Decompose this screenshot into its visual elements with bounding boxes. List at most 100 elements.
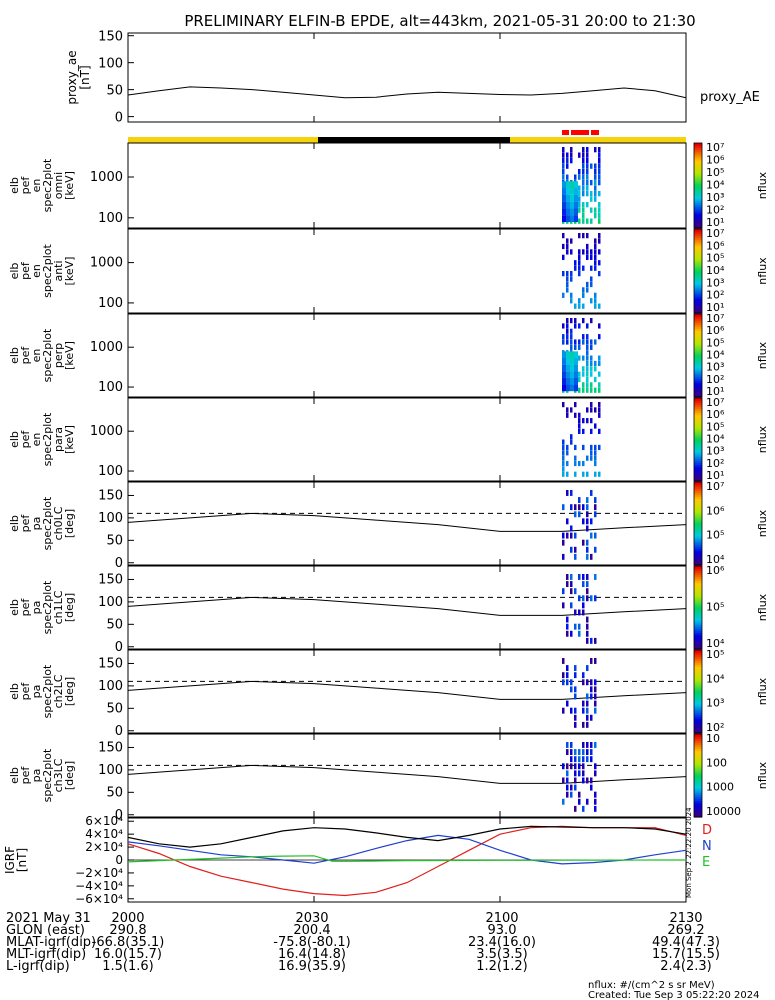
omni-pixel: [598, 152, 601, 158]
ch3lc-pixel: [594, 798, 597, 805]
omni-pixel: [590, 180, 593, 186]
omni-colorbar-segment: [694, 179, 702, 182]
ch1lc-colorbar-segment: [694, 609, 702, 613]
omni-pixel: [566, 188, 570, 195]
ch3lc-pixel: [570, 791, 573, 798]
anti-pixel: [594, 292, 597, 298]
anti-colorbar-segment: [694, 237, 702, 241]
ch3lc-pixel: [582, 742, 585, 748]
perp-pixel: [578, 387, 581, 393]
ephem-row-value: -75.8(-80.1): [273, 935, 350, 950]
perp-colorbar-segment: [694, 359, 702, 363]
para-pixel: [594, 455, 597, 461]
ch2lc-colorbar-segment: [694, 664, 702, 668]
ch3lc-pixel: [590, 777, 593, 784]
anti-pixel: [578, 260, 581, 266]
perp-pixel: [578, 339, 581, 345]
ch0lc-pixel: [582, 518, 585, 525]
anti-ylabel-line: pef: [19, 261, 32, 280]
omni-colorbar-segment: [694, 187, 702, 191]
ephem-row-value: -66.8(35.1): [92, 935, 165, 950]
ch3lc-losscone-line: [127, 764, 687, 784]
anti-colorbar-segment: [694, 247, 702, 251]
ch2lc-pixel: [594, 693, 597, 700]
ch1lc-colorbar-segment: [694, 638, 702, 642]
ch3lc-pixel: [574, 763, 577, 770]
para-frame: [127, 397, 687, 482]
ch0lc-pixel: [586, 525, 589, 532]
omni-ylabel-line: omni: [52, 172, 65, 199]
para-ylabel-line: spec2plot: [41, 412, 54, 466]
ch0lc-pixel: [594, 504, 597, 511]
omni-colorbar-segment: [694, 172, 702, 176]
ch1lc-colorbar-frame: [693, 565, 703, 650]
ch0lc-ylabel-line: pa: [30, 517, 43, 531]
para-colorbar-segment: [694, 406, 702, 409]
igrf-legend-n: N: [702, 839, 712, 854]
ch3lc-ylabel-line: elb: [8, 767, 21, 784]
anti-colorbar-segment: [694, 260, 702, 264]
perp-colorbar-segment: [694, 357, 702, 361]
para-pixel: [562, 460, 565, 467]
ch3lc-colorbar-segment: [694, 736, 702, 739]
perp-colorbar-segment: [694, 320, 702, 323]
para-colorbar-segment: [694, 445, 702, 449]
omni-pixel: [594, 185, 597, 191]
ch1lc-pixel: [574, 623, 577, 630]
anti-colorbar-tick: 10⁶: [706, 239, 725, 252]
anti-colorbar-segment: [694, 262, 702, 266]
igrf-series-e: [127, 855, 686, 863]
ch1lc-ytick-label: 100: [98, 595, 123, 610]
ch1lc-pixel: [582, 609, 585, 616]
ch3lc-pixel: [586, 749, 589, 756]
ch1lc-pixel: [582, 581, 585, 588]
ch2lc-pixel: [574, 714, 577, 721]
perp-pixel: [590, 371, 593, 377]
anti-colorbar-segment: [694, 292, 702, 295]
para-pixel: [578, 460, 581, 467]
perp-pixel: [570, 384, 574, 392]
perp-pixel: [598, 360, 601, 367]
ch3lc-colorbar-segment: [694, 748, 702, 752]
omni-colorbar-segment: [694, 213, 702, 216]
anti-pixel: [582, 292, 585, 298]
ch1lc-colorbar-segment: [694, 601, 702, 604]
anti-colorbar-segment: [694, 296, 702, 299]
perp-pixel: [590, 382, 593, 388]
omni-colorbar-segment: [694, 223, 702, 227]
ch0lc-ylabel-line: [deg]: [63, 509, 76, 538]
omni-pixel: [562, 194, 566, 202]
omni-pixel: [566, 174, 569, 180]
ch3lc-pixel: [566, 763, 569, 770]
ch3lc-pixel: [570, 763, 573, 770]
ch1lc-pixel: [586, 637, 589, 644]
omni-colorbar-segment: [694, 170, 702, 174]
anti-colorbar-label: nflux: [756, 257, 769, 285]
ch1lc-colorbar-segment: [694, 619, 702, 623]
ephem-row-value: 16.9(35.9): [278, 959, 346, 974]
ch3lc-pixel: [590, 784, 593, 791]
ch3lc-pixel: [594, 791, 597, 798]
anti-pixel: [578, 233, 581, 239]
omni-pixel: [574, 194, 578, 202]
ch3lc-pixel: [582, 805, 585, 812]
perp-colorbar-segment: [694, 361, 702, 365]
ch3lc-colorbar-segment: [694, 742, 702, 745]
para-pixel: [590, 428, 593, 434]
ch0lc-pixel: [574, 504, 577, 511]
para-pixel: [590, 407, 593, 413]
ch3lc-colorbar-segment: [694, 806, 702, 810]
ch3lc-colorbar-segment: [694, 804, 702, 808]
omni-pixel: [598, 218, 601, 224]
ch2lc-colorbar-tick: 10³: [706, 697, 724, 710]
ch0lc-colorbar-segment: [694, 538, 702, 541]
ch3lc-colorbar-segment: [694, 771, 702, 775]
ch2lc-pixel: [574, 686, 577, 693]
ch2lc-ylabel-line: pef: [19, 682, 32, 701]
ch1lc-pixel: [562, 588, 565, 595]
ephem-row-value: 2100: [485, 911, 518, 926]
para-pixel: [574, 412, 577, 418]
ch2lc-ylabel-line: spec2plot: [41, 664, 54, 718]
omni-colorbar-label: nflux: [756, 171, 769, 199]
anti-pixel: [562, 233, 565, 239]
